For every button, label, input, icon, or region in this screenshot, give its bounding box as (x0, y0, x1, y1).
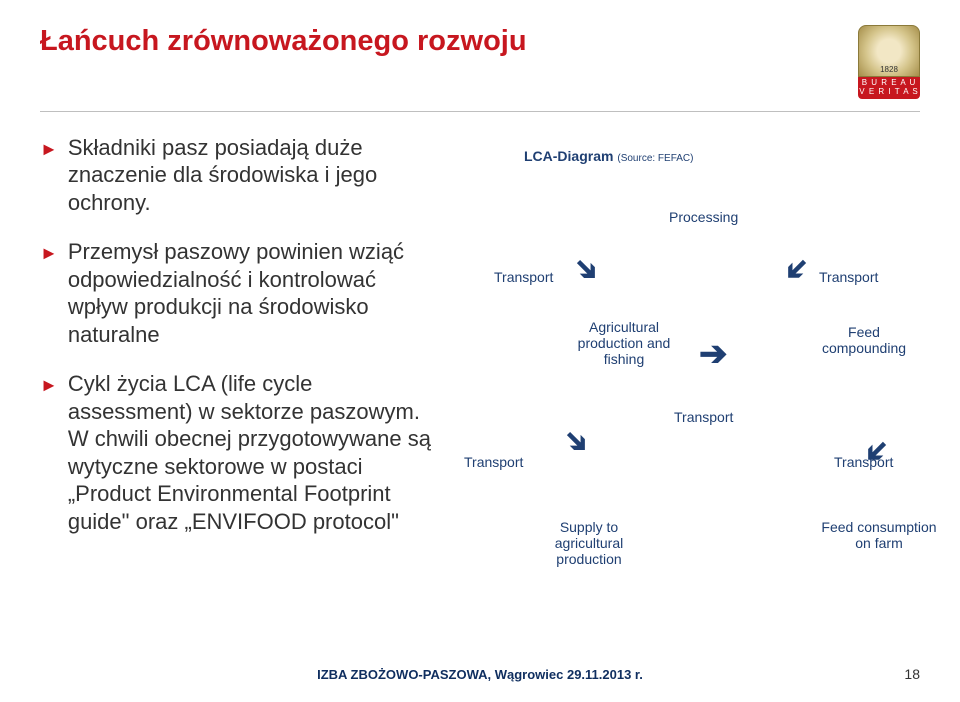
node-transport-bl: Transport (464, 454, 523, 470)
logo-year: 1828 (859, 65, 919, 74)
bullet-item: ► Cykl życia LCA (life cycle assessment)… (40, 370, 440, 535)
bullet-item: ► Składniki pasz posiadają duże znaczeni… (40, 134, 440, 217)
node-transport-left: Transport (494, 269, 553, 285)
bullet-marker-icon: ► (40, 138, 58, 161)
arrow-icon: ➔ (699, 334, 728, 374)
arrow-icon: ➔ (555, 420, 598, 463)
logo-line2: V E R I T A S (858, 88, 920, 97)
arrow-icon: ➔ (565, 248, 608, 291)
lca-diagram: LCA-Diagram (Source: FEFAC) Processing T… (464, 134, 920, 604)
node-transport-mid: Transport (674, 409, 733, 425)
node-feed-compounding: Feed compounding (809, 324, 919, 356)
node-supply-ag: Supply to agricultural production (534, 519, 644, 567)
bullet-marker-icon: ► (40, 242, 58, 265)
bureau-veritas-logo: 1828 B U R E A U V E R I T A S (858, 25, 920, 99)
bullet-text: Składniki pasz posiadają duże znaczenie … (68, 134, 440, 217)
slide-title: Łańcuch zrównoważonego rozwoju (40, 25, 527, 58)
diagram-source: (Source: FEFAC) (617, 153, 693, 164)
footer-text: IZBA ZBOŻOWO-PASZOWA, Wągrowiec 29.11.20… (0, 667, 960, 682)
arrow-icon: ➔ (775, 248, 818, 291)
node-transport-right: Transport (819, 269, 878, 285)
title-divider (40, 111, 920, 112)
diagram-title: LCA-Diagram (Source: FEFAC) (524, 148, 694, 164)
bullet-item: ► Przemysł paszowy powinien wziąć odpowi… (40, 238, 440, 348)
bullet-marker-icon: ► (40, 374, 58, 397)
bullet-list: ► Składniki pasz posiadają duże znaczeni… (40, 134, 440, 604)
bullet-text: Cykl życia LCA (life cycle assessment) w… (68, 370, 440, 535)
page-number: 18 (904, 666, 920, 682)
node-feed-consumption: Feed consumption on farm (819, 519, 939, 551)
bullet-text: Przemysł paszowy powinien wziąć odpowied… (68, 238, 440, 348)
node-ag-fish: Agricultural production and fishing (569, 319, 679, 367)
node-processing: Processing (669, 209, 738, 225)
